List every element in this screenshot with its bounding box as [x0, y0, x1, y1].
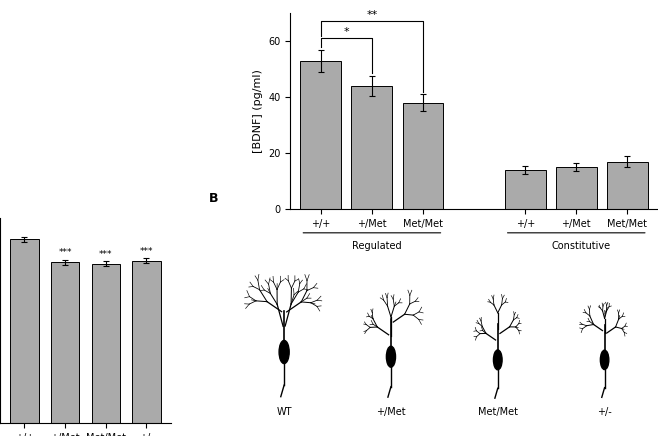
Text: ***: *** — [59, 249, 72, 257]
Text: WT: WT — [276, 407, 292, 417]
Text: Regulated: Regulated — [352, 241, 402, 251]
Text: +/-: +/- — [597, 407, 612, 417]
Text: Constitutive: Constitutive — [552, 241, 611, 251]
Ellipse shape — [386, 346, 395, 367]
Text: ***: *** — [99, 250, 113, 259]
Text: B: B — [209, 191, 219, 204]
Ellipse shape — [600, 350, 609, 370]
Text: *: * — [343, 27, 349, 37]
Text: ***: *** — [139, 247, 153, 255]
Text: Met/Met: Met/Met — [478, 407, 518, 417]
Bar — [91, 264, 120, 423]
Bar — [556, 167, 597, 209]
Y-axis label: [BDNF] (pg/ml): [BDNF] (pg/ml) — [253, 69, 263, 153]
Bar — [505, 170, 545, 209]
Ellipse shape — [494, 350, 502, 370]
Ellipse shape — [279, 341, 289, 364]
Bar — [10, 239, 39, 423]
Bar — [607, 162, 647, 209]
Text: **: ** — [367, 10, 378, 20]
Bar — [351, 86, 392, 209]
Text: +/Met: +/Met — [376, 407, 406, 417]
Bar — [132, 261, 161, 423]
Bar — [51, 262, 80, 423]
Bar — [301, 61, 342, 209]
Bar — [403, 103, 443, 209]
